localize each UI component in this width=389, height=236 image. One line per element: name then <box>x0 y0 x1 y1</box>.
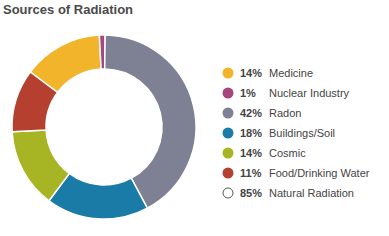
chart-title: Sources of Radiation <box>3 2 133 17</box>
legend-swatch <box>223 88 234 99</box>
legend-label: Radon <box>269 107 301 119</box>
legend-value: 14% <box>240 67 262 79</box>
legend-value: 11% <box>240 167 262 179</box>
legend-value: 1% <box>240 87 256 99</box>
legend-value: 42% <box>240 107 262 119</box>
summary-label: Natural Radiation <box>269 187 354 199</box>
legend-label: Buildings/Soil <box>269 127 335 139</box>
legend-swatch <box>223 128 234 139</box>
legend-label: Medicine <box>269 67 313 79</box>
legend: 14% Medicine 1% Nuclear Industry 42% Radon 18%… <box>223 67 370 199</box>
donut <box>12 35 196 219</box>
legend-value: 18% <box>240 127 262 139</box>
legend-swatch-hollow <box>223 188 233 198</box>
slice <box>12 130 69 201</box>
legend-swatch <box>223 108 234 119</box>
summary-value: 85% <box>240 187 262 199</box>
legend-label: Food/Drinking Water <box>269 167 370 179</box>
legend-swatch <box>223 68 234 79</box>
slice <box>105 35 196 208</box>
legend-swatch <box>223 148 234 159</box>
chart-root: Sources of Radiation 14% Medicine 1% Nuclear… <box>0 0 389 236</box>
legend-swatch <box>223 168 234 179</box>
legend-label: Nuclear Industry <box>269 87 350 99</box>
legend-value: 14% <box>240 147 262 159</box>
slice <box>12 72 58 132</box>
legend-label: Cosmic <box>269 147 306 159</box>
